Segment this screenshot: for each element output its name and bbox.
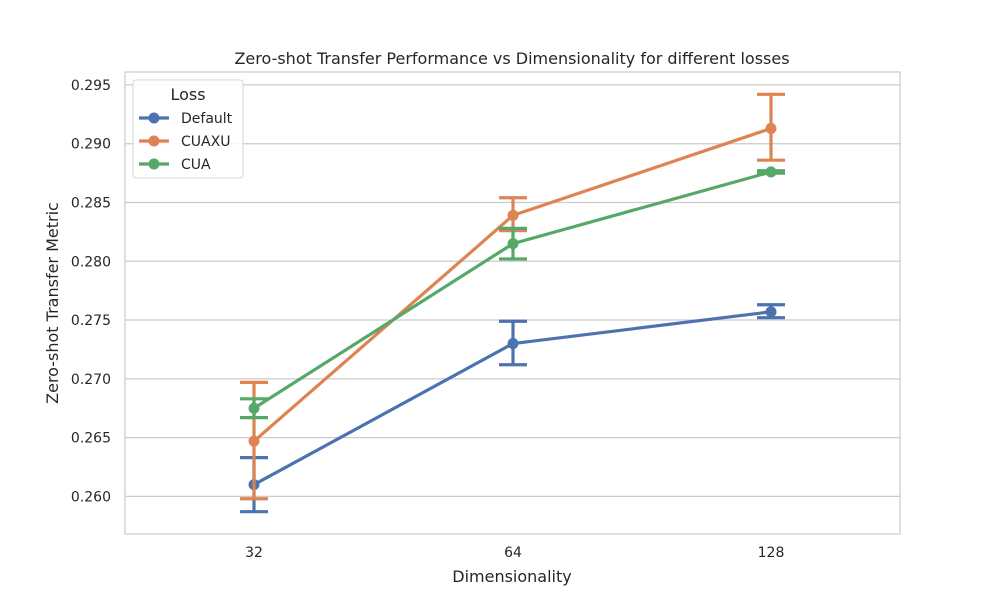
data-point	[765, 166, 777, 178]
y-axis-label: Zero-shot Transfer Metric	[43, 202, 62, 404]
series-default	[240, 303, 785, 514]
legend-title: Loss	[170, 85, 205, 104]
data-point	[507, 238, 519, 250]
legend-item-default: Default	[139, 111, 233, 127]
data-point	[248, 402, 260, 414]
legend: Loss Default CUAXU CUA	[132, 79, 244, 179]
y-axis-ticks: 0.260 0.265 0.270 0.275 0.280 0.285 0.290 0.295	[71, 78, 111, 505]
legend-swatch-marker	[148, 112, 160, 124]
legend-item-cuaxu: CUAXU	[139, 134, 230, 150]
x-tick-label: 64	[504, 545, 522, 561]
data-point	[765, 122, 777, 134]
data-point	[765, 306, 777, 318]
y-tick-label: 0.285	[71, 195, 111, 211]
x-tick-label: 128	[758, 545, 785, 561]
x-axis-ticks: 32 64 128	[245, 545, 784, 561]
y-tick-label: 0.260	[71, 489, 111, 505]
series-line	[252, 126, 773, 443]
legend-swatch-marker	[148, 135, 160, 147]
y-tick-label: 0.265	[71, 431, 111, 447]
x-tick-label: 32	[245, 545, 263, 561]
y-tick-label: 0.290	[71, 137, 111, 153]
y-tick-label: 0.275	[71, 313, 111, 329]
y-tick-label: 0.295	[71, 78, 111, 94]
y-tick-label: 0.270	[71, 372, 111, 388]
series-cua	[240, 166, 785, 420]
chart-title: Zero-shot Transfer Performance vs Dimens…	[234, 49, 789, 68]
plot-frame	[124, 71, 901, 535]
legend-label: CUA	[181, 157, 211, 173]
legend-label: CUAXU	[181, 134, 230, 150]
y-tick-label: 0.280	[71, 254, 111, 270]
data-point	[248, 435, 260, 447]
legend-item-cua: CUA	[139, 157, 211, 173]
legend-label: Default	[181, 111, 233, 127]
data-point	[507, 338, 519, 350]
legend-box	[132, 79, 244, 179]
x-axis-label: Dimensionality	[452, 567, 571, 586]
series-group	[240, 92, 785, 514]
legend-swatch-marker	[148, 158, 160, 170]
data-point	[507, 209, 519, 221]
